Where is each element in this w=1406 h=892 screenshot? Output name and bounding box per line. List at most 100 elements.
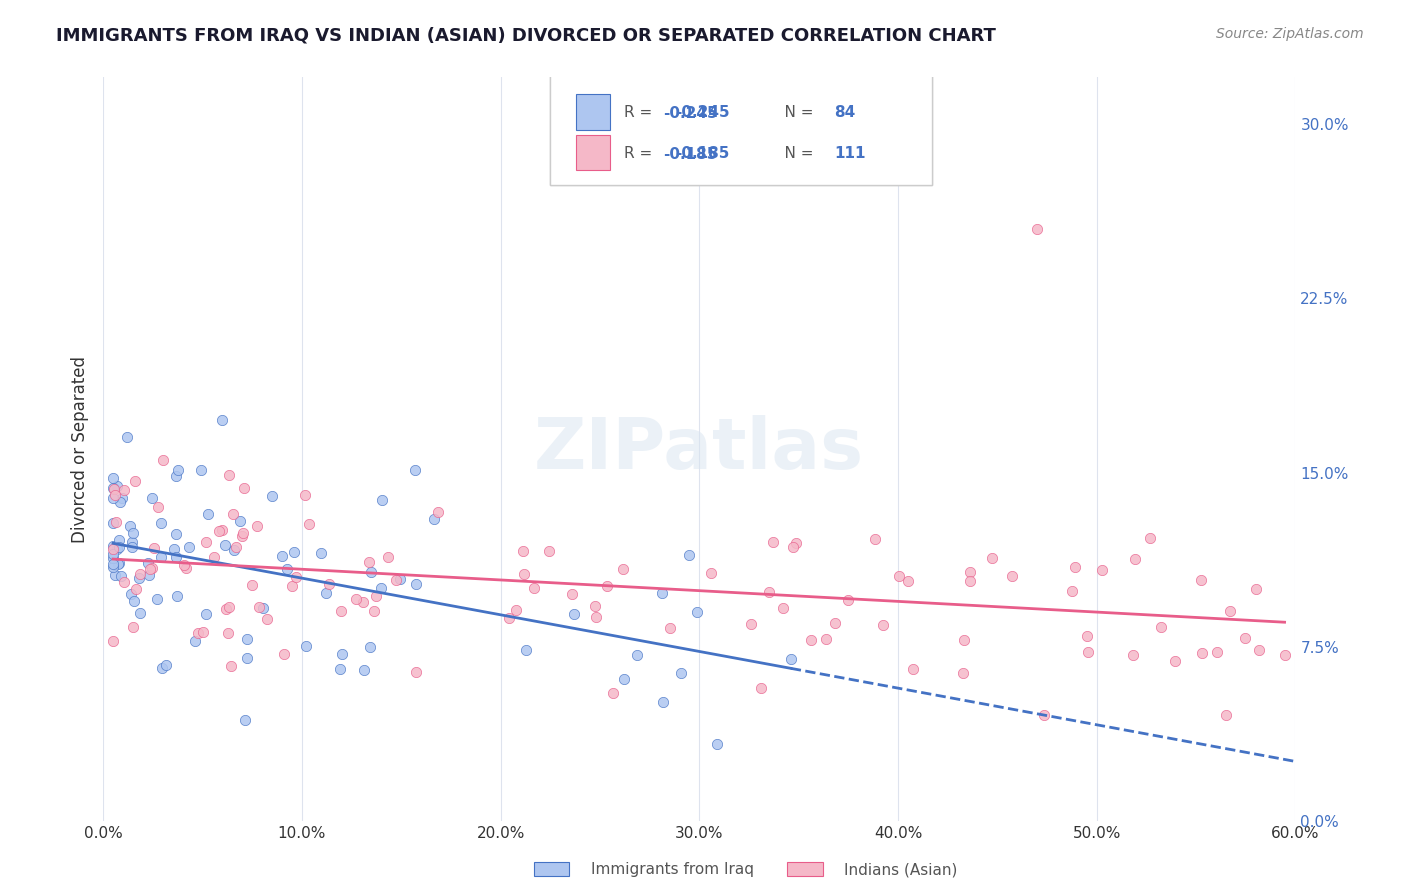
Point: [120, 587, 142, 601]
Point: [332, 647, 354, 661]
Point: [1090, 563, 1112, 577]
Point: [897, 574, 920, 588]
Point: [271, 549, 294, 564]
Point: [105, 541, 128, 556]
Point: [101, 481, 124, 495]
Point: [512, 543, 534, 558]
Text: N = 111: N = 111: [747, 146, 814, 161]
Point: [218, 600, 240, 615]
Point: [138, 568, 160, 582]
Point: [952, 665, 974, 680]
Point: [128, 571, 150, 585]
Point: [1064, 559, 1087, 574]
Point: [370, 581, 392, 595]
Point: [800, 633, 823, 648]
Point: [889, 569, 911, 583]
Point: [613, 673, 636, 687]
Point: [612, 562, 634, 576]
Point: [150, 661, 173, 675]
Point: [110, 495, 132, 509]
Point: [187, 626, 209, 640]
Point: [129, 607, 152, 621]
Point: [505, 603, 527, 617]
Point: [669, 666, 692, 681]
Point: [1001, 568, 1024, 582]
Point: [1026, 221, 1049, 235]
Point: [125, 582, 148, 597]
Point: [360, 566, 382, 580]
Point: [959, 566, 981, 580]
Point: [236, 650, 259, 665]
Point: [115, 430, 138, 444]
Point: [281, 579, 304, 593]
Point: [294, 639, 316, 653]
Point: [121, 535, 143, 549]
Text: N = 84: N = 84: [747, 105, 804, 120]
Text: Source: ZipAtlas.com: Source: ZipAtlas.com: [1216, 27, 1364, 41]
Point: [101, 539, 124, 553]
Point: [1244, 582, 1267, 596]
Point: [214, 538, 236, 552]
Text: -0.185: -0.185: [675, 145, 730, 161]
Text: IMMIGRANTS FROM IRAQ VS INDIAN (ASIAN) DIVORCED OR SEPARATED CORRELATION CHART: IMMIGRANTS FROM IRAQ VS INDIAN (ASIAN) D…: [56, 27, 995, 45]
Point: [232, 526, 254, 541]
Point: [377, 549, 399, 564]
Point: [225, 541, 247, 555]
Point: [235, 632, 257, 647]
Point: [585, 609, 607, 624]
Point: [1077, 645, 1099, 659]
Point: [1219, 604, 1241, 618]
Point: [224, 543, 246, 558]
Point: [141, 561, 163, 575]
Point: [318, 576, 340, 591]
Point: [202, 550, 225, 565]
Bar: [574, 96, 610, 129]
Text: ZIPatlas: ZIPatlas: [534, 415, 865, 484]
Point: [602, 686, 624, 700]
Point: [404, 463, 426, 477]
Point: [252, 601, 274, 615]
Point: [785, 536, 807, 550]
Point: [105, 479, 128, 493]
Point: [359, 640, 381, 654]
Text: R =: R =: [624, 145, 657, 161]
Point: [1206, 645, 1229, 659]
Point: [678, 548, 700, 562]
Point: [782, 540, 804, 554]
Point: [166, 590, 188, 604]
Point: [247, 599, 270, 614]
Point: [110, 569, 132, 583]
Point: [240, 578, 263, 592]
Point: [837, 592, 859, 607]
Point: [112, 575, 135, 590]
Point: [405, 665, 427, 680]
Point: [217, 626, 239, 640]
Point: [824, 615, 846, 630]
Point: [498, 611, 520, 625]
Point: [104, 516, 127, 530]
Point: [1274, 648, 1296, 663]
Point: [146, 500, 169, 515]
Point: [751, 681, 773, 695]
Point: [1033, 708, 1056, 723]
Point: [165, 527, 187, 541]
Point: [184, 633, 207, 648]
Point: [260, 489, 283, 503]
Point: [120, 519, 142, 533]
Point: [101, 550, 124, 565]
Point: [222, 508, 245, 522]
Point: [163, 542, 186, 557]
Point: [1139, 531, 1161, 545]
Point: [901, 662, 924, 676]
Point: [211, 524, 233, 538]
Point: [294, 488, 316, 502]
Point: [108, 533, 131, 548]
Point: [370, 493, 392, 508]
Point: [659, 621, 682, 635]
Point: [173, 558, 195, 572]
Point: [112, 483, 135, 497]
Point: [149, 516, 172, 530]
Text: N =: N =: [765, 145, 818, 161]
Point: [762, 534, 785, 549]
Point: [344, 592, 367, 607]
